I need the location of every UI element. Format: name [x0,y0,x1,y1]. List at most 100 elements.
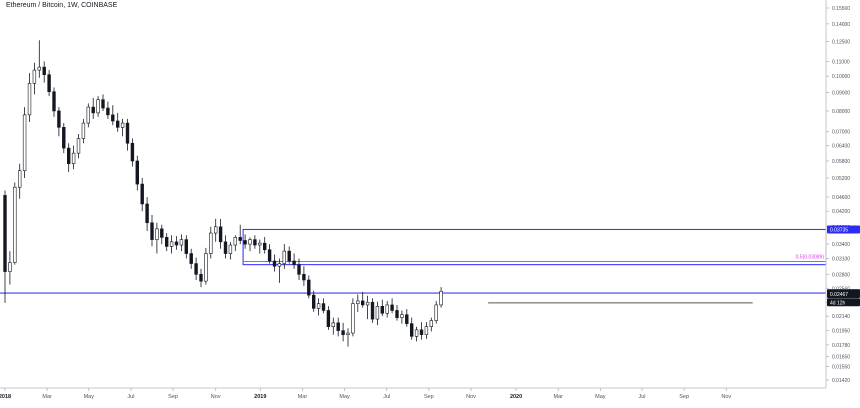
price-tick-label: 0.04200 [832,209,850,215]
candle [3,190,7,303]
candle-body [424,326,429,335]
candle [277,258,282,283]
candle [331,317,335,335]
candle-body [429,320,433,327]
candle [130,138,135,167]
candle-body [311,294,316,309]
time-tick-label: Jul [638,394,645,400]
candle [243,234,247,249]
candle [106,101,110,119]
time-tick-label: 2019 [254,394,266,400]
candle [409,317,414,340]
candle-body [307,279,311,296]
candle [96,96,100,117]
candle-body [262,242,267,251]
price-tick-label: 0.05800 [832,159,850,165]
price-badge-label: 0.02467 [830,292,848,298]
candle-body [223,241,228,254]
price-tick-label: 0.06400 [832,144,850,150]
candle [424,322,429,339]
candle [209,226,213,259]
candle [13,182,17,265]
candle-body [57,110,61,128]
candle-body [174,241,179,246]
candle-body [96,99,100,114]
candle-body [165,237,169,247]
candle [214,218,218,242]
time-tick-label: Sep [168,394,178,400]
time-tick-label: 2020 [510,394,522,400]
price-tick-label: 0.01550 [832,364,850,370]
price-badge-label: 4d 12h [830,300,846,306]
candle-body [204,253,208,282]
candle [351,298,355,337]
price-badge [827,298,860,307]
candle-body [13,186,17,263]
candle-body [272,260,277,267]
candle-body [116,120,120,128]
candle [125,118,130,151]
candle-body [346,332,350,335]
time-tick-label: May [595,394,606,400]
candle [67,143,71,173]
candle [341,322,345,342]
candle-body [91,106,95,114]
candle [155,222,159,254]
price-tick-label: 0.11000 [832,59,850,65]
time-tick-label: Mar [553,394,563,400]
candle-body [439,291,443,306]
candle [248,237,252,252]
candle-body [253,239,257,246]
candle-body [331,322,335,327]
candle-body [414,329,419,337]
candle [165,233,169,252]
price-tick-label: 0.03400 [832,242,850,248]
candle-body [316,303,321,309]
price-tick-label: 0.09000 [832,91,850,97]
candle [52,87,56,117]
candle [321,298,326,314]
candle [439,287,443,308]
candle [120,118,125,137]
candle [101,94,105,111]
candle [419,322,424,340]
candle-body [351,303,355,334]
chart-title: Ethereum / Bitcoin, 1W, COINBASE [6,2,118,9]
candle-body [218,226,223,243]
candle-body [125,122,130,144]
time-tick-label: Nov [466,394,476,400]
candle-body [67,147,71,164]
candle [189,248,193,269]
time-tick-label: May [84,394,95,400]
candle [184,235,188,259]
candle-body [8,262,12,272]
candle-body [130,142,135,162]
candle-body [341,330,345,335]
time-tick-label: Jul [127,394,134,400]
candle-body [390,304,394,311]
price-tick-label: 0.12500 [832,39,850,45]
candle [311,290,316,312]
candle-body [17,170,22,188]
time-tick-label: Sep [679,394,689,400]
candle-body [106,107,110,116]
candle-body [326,310,331,327]
candle [145,197,149,231]
candle [76,133,81,159]
price-tick-label: 0.01650 [832,355,850,361]
candle [380,299,384,317]
candle [356,294,360,312]
time-tick-label: Nov [211,394,221,400]
candle-body [370,301,375,320]
candle [204,247,208,285]
candle [86,103,91,128]
candle-body [277,263,282,267]
candle [360,291,365,308]
candle [169,235,174,254]
candle-body [258,242,262,246]
candle-body [81,122,86,139]
candle-body [360,300,365,306]
candle [22,107,27,178]
candle [292,253,296,269]
